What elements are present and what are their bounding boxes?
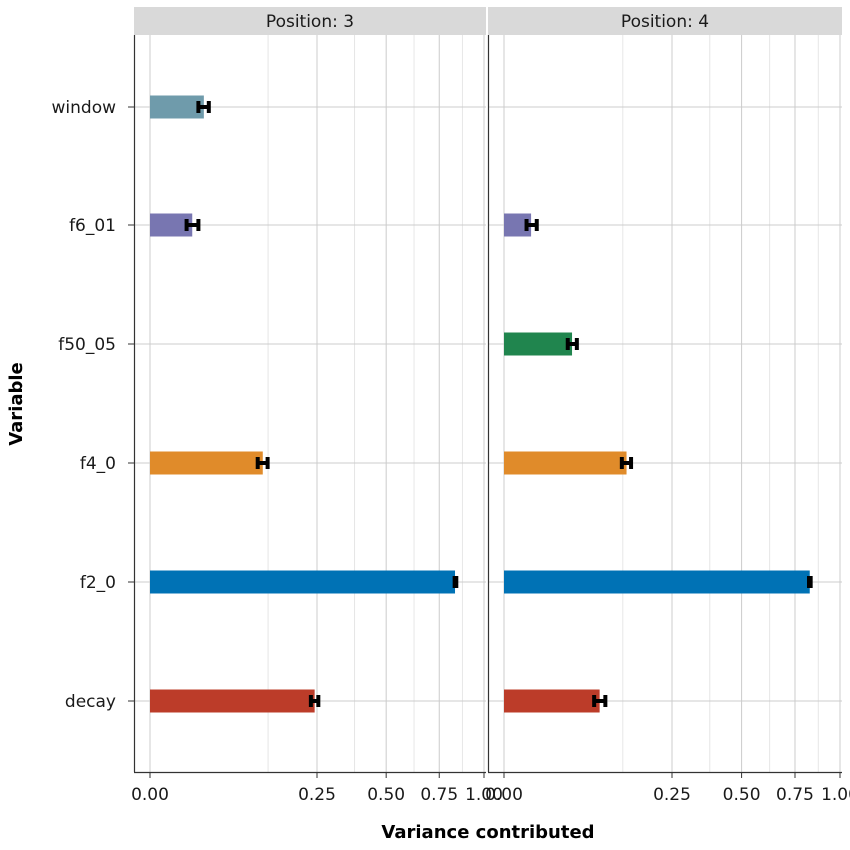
x-tick-label: 0.00 [131, 785, 169, 805]
x-tick-label: 0.25 [298, 785, 336, 805]
bar-f2_0 [504, 570, 810, 594]
panel-1: Position: 3 0.00 0.25 0.50 0.75 1.00 [131, 7, 503, 805]
x-tick-label: 0.50 [723, 785, 761, 805]
x-tick-label: 0.75 [776, 785, 814, 805]
facet-strip [488, 7, 842, 35]
x-tick-label: 0.75 [420, 785, 458, 805]
bar-f4_0 [150, 451, 263, 475]
y-tick-label-f6_01: f6_01 [69, 216, 116, 236]
bar-f50_05 [504, 332, 573, 356]
x-tick-label: 0.00 [485, 785, 523, 805]
bar-f6_01 [504, 213, 532, 237]
bar-f2_0 [150, 570, 456, 594]
y-axis-title: Variable [6, 362, 27, 446]
x-tick-label: 1.00 [465, 785, 503, 805]
facet-strip [134, 7, 486, 35]
facet-strip-label: Position: 4 [621, 12, 709, 32]
facet-panels: Position: 30.00 0.25 0.50 0.75 1.00Position:… [131, 7, 850, 805]
y-tick-label-decay: decay [65, 692, 116, 712]
bar-decay [504, 689, 600, 713]
bar-window [150, 95, 204, 119]
bar-f6_01 [150, 213, 193, 237]
panel-2: Position: 4 0.00 0.25 0.50 0.75 1.00 [485, 7, 850, 805]
x-tick-label: 0.25 [653, 785, 691, 805]
x-tick-label: 1.00 [821, 785, 850, 805]
y-tick-label-window: window [52, 98, 117, 118]
bar-decay [150, 689, 315, 713]
y-tick-label-f50_05: f50_05 [58, 335, 116, 355]
x-axis-title: Variance contributed [381, 822, 594, 843]
bar-f4_0 [504, 451, 627, 475]
facet-strip-label: Position: 3 [266, 12, 354, 32]
y-tick-label-f2_0: f2_0 [80, 573, 116, 593]
x-tick-label: 0.50 [367, 785, 405, 805]
y-tick-label-f4_0: f4_0 [80, 454, 116, 474]
